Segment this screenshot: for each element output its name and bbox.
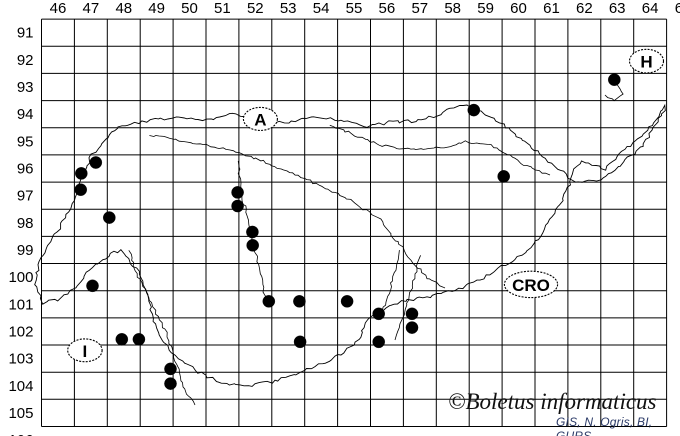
svg-text:51: 51 (214, 0, 231, 17)
svg-text:95: 95 (17, 133, 34, 150)
svg-text:58: 58 (444, 0, 461, 17)
svg-text:49: 49 (148, 0, 165, 17)
svg-text:102: 102 (8, 323, 33, 340)
svg-text:I: I (83, 342, 88, 361)
svg-text:H: H (640, 53, 652, 72)
svg-text:CRO: CRO (512, 276, 550, 295)
svg-text:65: 65 (675, 0, 680, 17)
svg-text:63: 63 (609, 0, 626, 17)
svg-text:46: 46 (50, 0, 67, 17)
svg-text:96: 96 (17, 161, 34, 178)
svg-text:52: 52 (247, 0, 264, 17)
svg-text:105: 105 (8, 405, 33, 422)
svg-text:60: 60 (510, 0, 527, 17)
svg-text:97: 97 (17, 188, 34, 205)
svg-text:53: 53 (280, 0, 297, 17)
svg-text:57: 57 (411, 0, 428, 17)
svg-text:103: 103 (8, 351, 33, 368)
svg-text:98: 98 (17, 215, 34, 232)
svg-text:99: 99 (17, 242, 34, 259)
svg-text:94: 94 (17, 106, 34, 123)
svg-text:106: 106 (8, 432, 33, 436)
svg-text:61: 61 (543, 0, 560, 17)
svg-text:100: 100 (8, 269, 33, 286)
svg-text:64: 64 (642, 0, 659, 17)
svg-text:54: 54 (313, 0, 330, 17)
svg-text:50: 50 (181, 0, 198, 17)
svg-text:A: A (254, 111, 266, 130)
svg-text:91: 91 (17, 25, 34, 42)
svg-text:92: 92 (17, 52, 34, 69)
svg-text:101: 101 (8, 296, 33, 313)
svg-text:59: 59 (477, 0, 494, 17)
svg-text:55: 55 (346, 0, 363, 17)
svg-text:56: 56 (379, 0, 396, 17)
svg-text:62: 62 (576, 0, 593, 17)
svg-text:104: 104 (8, 378, 33, 395)
svg-text:48: 48 (115, 0, 132, 17)
svg-text:47: 47 (83, 0, 100, 17)
svg-text:93: 93 (17, 79, 34, 96)
